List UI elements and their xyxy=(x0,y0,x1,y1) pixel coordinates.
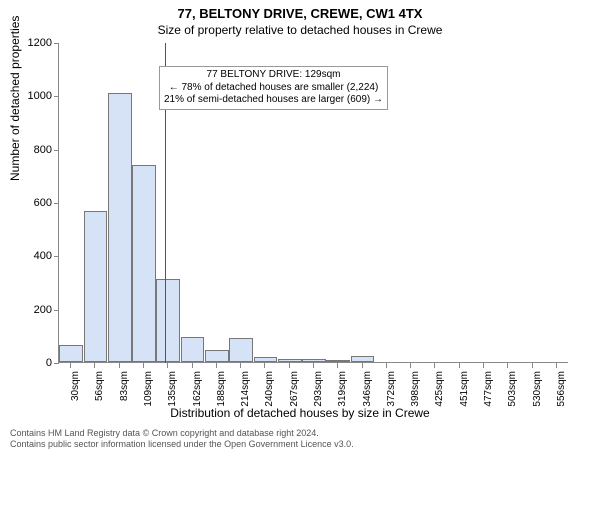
ytick-label: 600 xyxy=(16,197,52,209)
xtick-label: 503sqm xyxy=(507,371,518,411)
histogram-bar xyxy=(205,350,229,362)
xtick-label: 372sqm xyxy=(386,371,397,411)
xtick-mark xyxy=(94,363,95,368)
histogram-bar xyxy=(254,357,278,362)
xtick-label: 267sqm xyxy=(289,371,300,411)
footer-line-1: Contains HM Land Registry data © Crown c… xyxy=(10,428,600,439)
callout-box: 77 BELTONY DRIVE: 129sqm← 78% of detache… xyxy=(159,66,388,110)
callout-line: 21% of semi-detached houses are larger (… xyxy=(164,94,383,107)
xtick-label: 56sqm xyxy=(94,371,105,411)
ytick-mark xyxy=(54,310,59,311)
histogram-bar xyxy=(278,359,302,362)
ytick-mark xyxy=(54,96,59,97)
histogram-bar xyxy=(229,338,253,362)
xtick-mark xyxy=(192,363,193,368)
xtick-label: 240sqm xyxy=(264,371,275,411)
xtick-mark xyxy=(556,363,557,368)
xtick-mark xyxy=(70,363,71,368)
histogram-bar xyxy=(84,211,108,362)
xtick-mark xyxy=(532,363,533,368)
xtick-mark xyxy=(337,363,338,368)
xtick-mark xyxy=(289,363,290,368)
ytick-label: 0 xyxy=(16,357,52,369)
xtick-mark xyxy=(119,363,120,368)
xtick-mark xyxy=(362,363,363,368)
ytick-label: 400 xyxy=(16,250,52,262)
histogram-bar xyxy=(181,337,205,362)
chart-title-sub: Size of property relative to detached ho… xyxy=(0,23,600,37)
histogram-bar xyxy=(302,359,326,362)
xtick-label: 398sqm xyxy=(410,371,421,411)
histogram-bar xyxy=(351,356,375,362)
ytick-mark xyxy=(54,43,59,44)
xtick-label: 135sqm xyxy=(167,371,178,411)
xtick-label: 425sqm xyxy=(434,371,445,411)
xtick-mark xyxy=(216,363,217,368)
ytick-mark xyxy=(54,150,59,151)
chart-title-main: 77, BELTONY DRIVE, CREWE, CW1 4TX xyxy=(0,6,600,21)
histogram-bar xyxy=(132,165,156,362)
xtick-mark xyxy=(386,363,387,368)
xtick-label: 188sqm xyxy=(216,371,227,411)
xtick-mark xyxy=(167,363,168,368)
xtick-label: 556sqm xyxy=(556,371,567,411)
xtick-label: 451sqm xyxy=(459,371,470,411)
ytick-mark xyxy=(54,363,59,364)
xtick-mark xyxy=(264,363,265,368)
histogram-bar xyxy=(326,360,350,362)
xtick-label: 30sqm xyxy=(70,371,81,411)
xtick-mark xyxy=(459,363,460,368)
xtick-label: 214sqm xyxy=(240,371,251,411)
footer: Contains HM Land Registry data © Crown c… xyxy=(10,428,600,451)
xtick-label: 346sqm xyxy=(362,371,373,411)
xtick-mark xyxy=(434,363,435,368)
ytick-label: 1200 xyxy=(16,37,52,49)
xtick-mark xyxy=(483,363,484,368)
xtick-label: 319sqm xyxy=(337,371,348,411)
xtick-mark xyxy=(410,363,411,368)
xtick-label: 293sqm xyxy=(313,371,324,411)
ytick-mark xyxy=(54,256,59,257)
histogram-bar xyxy=(108,93,132,362)
ytick-label: 200 xyxy=(16,304,52,316)
xtick-label: 109sqm xyxy=(143,371,154,411)
ytick-label: 1000 xyxy=(16,90,52,102)
callout-line: 77 BELTONY DRIVE: 129sqm xyxy=(164,69,383,82)
chart-container: Number of detached properties 77 BELTONY… xyxy=(58,43,568,408)
plot-area: 77 BELTONY DRIVE: 129sqm← 78% of detache… xyxy=(58,43,568,363)
xtick-label: 477sqm xyxy=(483,371,494,411)
footer-line-2: Contains public sector information licen… xyxy=(10,439,600,450)
ytick-label: 800 xyxy=(16,144,52,156)
xtick-mark xyxy=(313,363,314,368)
xtick-mark xyxy=(240,363,241,368)
ytick-mark xyxy=(54,203,59,204)
callout-line: ← 78% of detached houses are smaller (2,… xyxy=(164,82,383,95)
xtick-mark xyxy=(507,363,508,368)
xtick-label: 162sqm xyxy=(192,371,203,411)
xtick-label: 83sqm xyxy=(119,371,130,411)
histogram-bar xyxy=(59,345,83,362)
histogram-bar xyxy=(156,279,180,362)
xtick-mark xyxy=(143,363,144,368)
xtick-label: 530sqm xyxy=(532,371,543,411)
